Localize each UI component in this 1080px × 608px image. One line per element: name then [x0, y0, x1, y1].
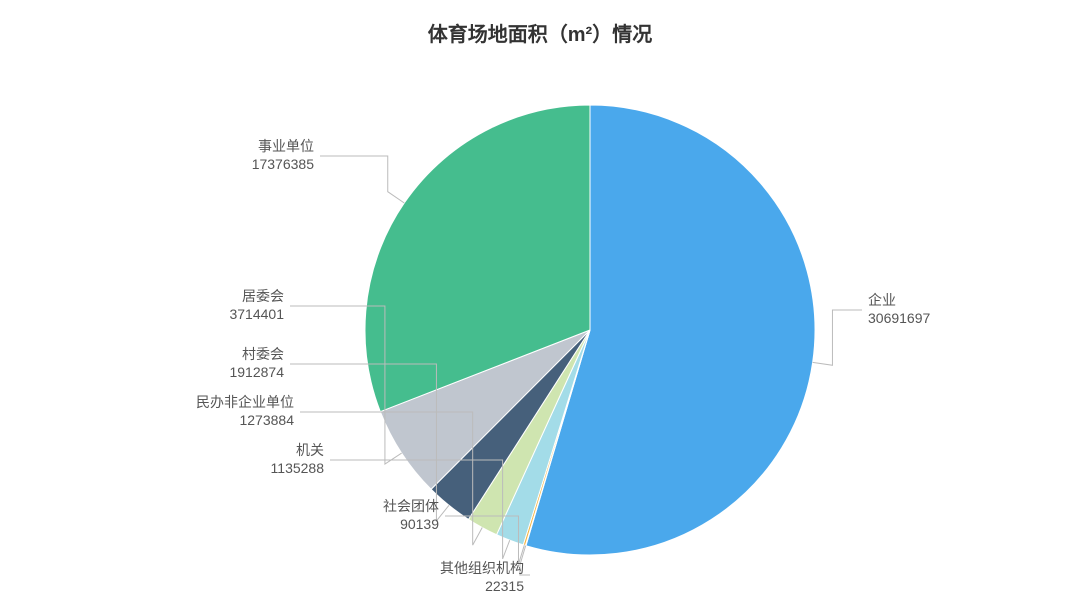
slice-label-name: 社会团体 — [383, 498, 439, 516]
slice-label-value: 1273884 — [196, 412, 294, 430]
slice-label-value: 22315 — [440, 578, 524, 596]
slice-label-name: 居委会 — [229, 288, 284, 306]
leader-line — [320, 156, 404, 203]
slice-label-value: 30691697 — [868, 310, 930, 328]
leader-line — [290, 306, 402, 464]
leader-line — [813, 310, 862, 365]
slice-label-name: 机关 — [271, 442, 324, 460]
slice-label: 企业30691697 — [868, 292, 930, 327]
slice-label: 村委会1912874 — [229, 346, 284, 381]
slice-label: 事业单位17376385 — [252, 138, 314, 173]
slice-label-name: 企业 — [868, 292, 930, 310]
slice-label-value: 90139 — [383, 516, 439, 534]
slice-label-value: 17376385 — [252, 156, 314, 174]
slice-label-name: 事业单位 — [252, 138, 314, 156]
slice-label: 社会团体90139 — [383, 498, 439, 533]
slice-label: 机关1135288 — [271, 442, 324, 477]
slice-label-value: 1912874 — [229, 364, 284, 382]
slice-label-value: 3714401 — [229, 306, 284, 324]
slice-label: 居委会3714401 — [229, 288, 284, 323]
slice-label-name: 民办非企业单位 — [196, 394, 294, 412]
slice-label-value: 1135288 — [271, 460, 324, 478]
chart-container: 体育场地面积（m²）情况 企业30691697其他组织机构22315社会团体90… — [0, 0, 1080, 608]
slice-label-name: 村委会 — [229, 346, 284, 364]
slice-label: 其他组织机构22315 — [440, 560, 524, 595]
slice-label-name: 其他组织机构 — [440, 560, 524, 578]
slice-label: 民办非企业单位1273884 — [196, 394, 294, 429]
